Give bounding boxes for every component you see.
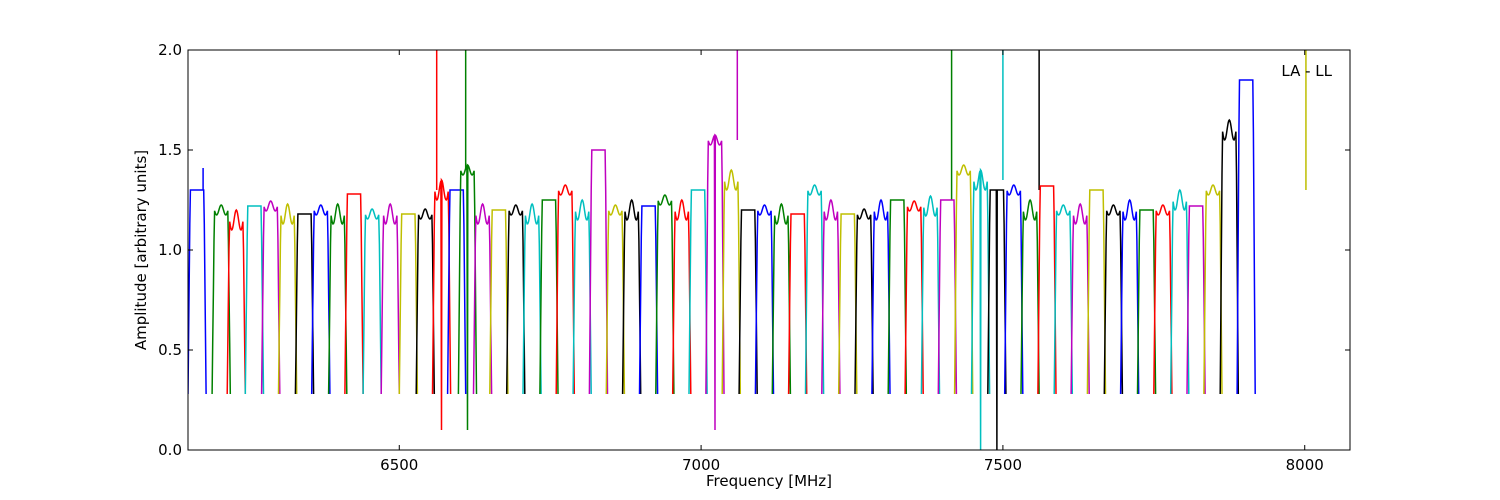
series-line-4 <box>260 200 281 395</box>
series-line-40 <box>854 208 874 395</box>
series-line-21 <box>539 199 559 395</box>
series-line-3 <box>244 205 265 395</box>
series-line-7 <box>310 204 331 395</box>
series-line-1 <box>211 204 232 395</box>
series-line-19 <box>505 204 526 395</box>
x-tick-label: 6500 <box>380 456 418 474</box>
series-line-55 <box>1103 204 1124 395</box>
series-line-0 <box>188 189 207 395</box>
series-line-11 <box>380 202 401 395</box>
series-line-54 <box>1086 189 1107 395</box>
y-tick-label: 1.0 <box>158 241 182 259</box>
series-line-58 <box>1153 204 1173 395</box>
series-line-10 <box>362 208 382 395</box>
series-line-29 <box>671 198 692 395</box>
series-line-38 <box>821 198 841 395</box>
baseline-annotation: LA - LL <box>1281 62 1332 80</box>
series-line-37 <box>804 184 825 395</box>
series-line-13 <box>415 208 436 395</box>
series-line-24 <box>588 149 609 395</box>
series-line-30 <box>688 189 708 395</box>
series-line-61 <box>1203 184 1223 395</box>
series-line-16 <box>457 163 478 431</box>
series-line-47 <box>970 167 991 450</box>
series-line-49 <box>1003 184 1024 395</box>
series-line-34 <box>754 204 775 395</box>
series-line-57 <box>1136 209 1157 395</box>
series-line-27 <box>638 205 659 395</box>
series-line-23 <box>572 198 592 395</box>
series-line-53 <box>1070 202 1090 395</box>
x-tick-label: 7500 <box>984 456 1022 474</box>
series-line-51 <box>1037 185 1057 395</box>
series-line-42 <box>887 199 908 395</box>
series-line-46 <box>953 164 974 395</box>
series-line-32 <box>721 168 742 395</box>
series-line-25 <box>605 204 626 395</box>
series-line-44 <box>920 194 941 395</box>
series-line-2 <box>226 208 247 395</box>
y-tick-label: 0.5 <box>158 341 182 359</box>
series-line-5 <box>277 202 298 395</box>
series-line-22 <box>555 184 576 395</box>
series-line-26 <box>621 198 642 395</box>
series-line-39 <box>837 213 858 395</box>
series-line-41 <box>871 198 891 395</box>
series-line-45 <box>937 199 958 395</box>
y-tick-label: 1.5 <box>158 141 182 159</box>
y-tick-label: 2.0 <box>158 41 182 59</box>
series-line-6 <box>294 213 315 395</box>
y-axis-label: Amplitude [arbitrary units] <box>132 150 150 350</box>
x-axis-label: Frequency [MHz] <box>706 472 832 490</box>
series-line-59 <box>1169 188 1190 395</box>
series-line-9 <box>344 193 364 395</box>
series-line-43 <box>904 200 924 395</box>
series-line-8 <box>327 202 348 395</box>
series-line-18 <box>489 209 509 395</box>
series-line-35 <box>771 202 792 395</box>
x-tick-label: 7000 <box>682 456 720 474</box>
series-line-12 <box>398 213 419 395</box>
series-line-33 <box>738 209 758 395</box>
series-line-63 <box>1236 79 1256 395</box>
x-tick-label: 8000 <box>1286 456 1324 474</box>
series-line-50 <box>1020 198 1040 395</box>
series-line-17 <box>472 202 493 395</box>
series-line-62 <box>1219 118 1240 395</box>
series-line-56 <box>1119 198 1140 395</box>
series-line-48 <box>987 189 1007 450</box>
y-tick-label: 0.0 <box>158 441 182 459</box>
series-line-36 <box>787 213 808 395</box>
series-group <box>188 50 1307 450</box>
series-line-28 <box>655 194 675 395</box>
series-line-15 <box>446 189 467 395</box>
series-line-60 <box>1186 205 1206 395</box>
series-line-20 <box>522 202 542 395</box>
series-line-31 <box>705 133 725 431</box>
series-line-14 <box>431 177 452 431</box>
series-line-52 <box>1053 204 1074 395</box>
plot-frame <box>187 49 1351 451</box>
